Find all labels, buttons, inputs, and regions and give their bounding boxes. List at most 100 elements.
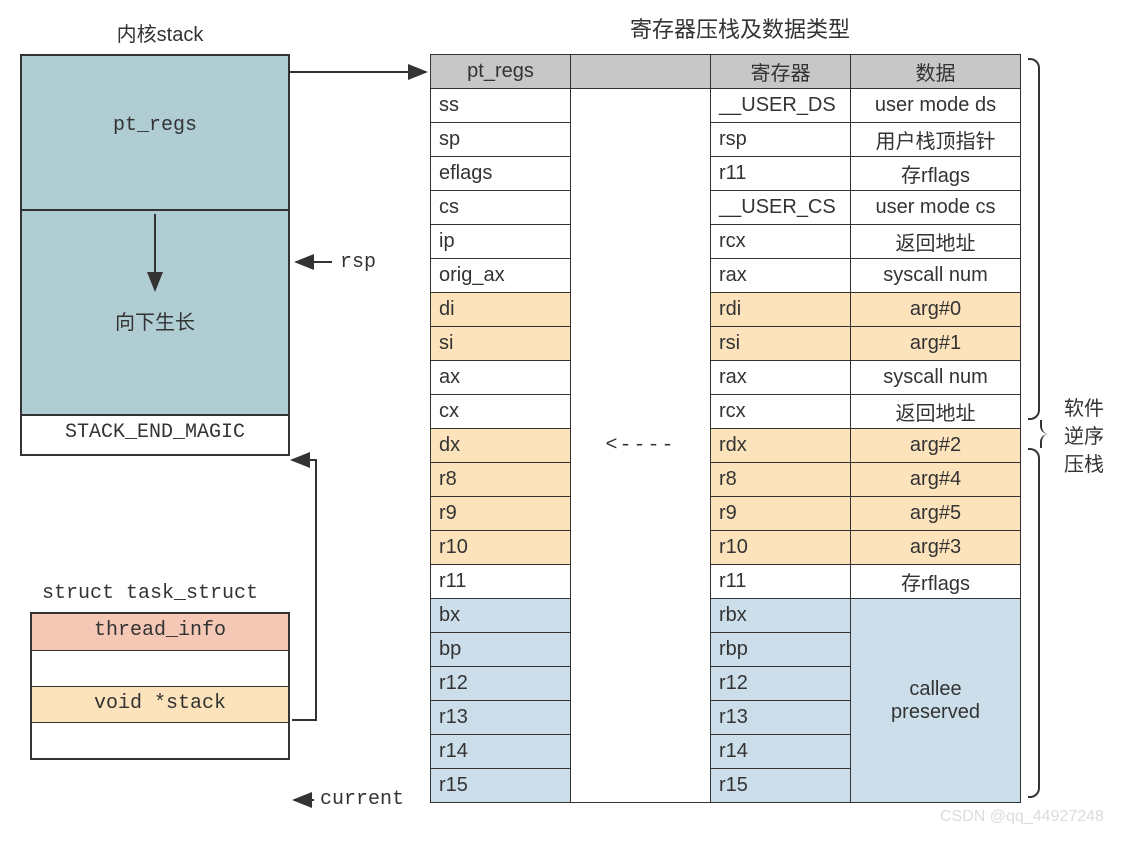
cell-ptregs: r13 — [431, 701, 571, 735]
side-label: 软件逆序压栈 — [1062, 395, 1106, 479]
task-row: thread_info — [32, 614, 288, 650]
brace-icon — [1028, 58, 1042, 798]
cell-register: rsi — [711, 327, 851, 361]
cell-data: user mode ds — [851, 89, 1021, 123]
cell-ptregs: ax — [431, 361, 571, 395]
cell-data: arg#2 — [851, 429, 1021, 463]
cell-register: r14 — [711, 735, 851, 769]
cell-register: __USER_DS — [711, 89, 851, 123]
cell-callee-preserved: callee preserved — [851, 599, 1021, 803]
cell-ptregs: r11 — [431, 565, 571, 599]
table-row: dx rdxarg#2 — [431, 429, 1021, 463]
cell-ptregs: r12 — [431, 667, 571, 701]
cell-ptregs: bx — [431, 599, 571, 633]
table-row: r9r9arg#5 — [431, 497, 1021, 531]
table-header — [571, 55, 711, 89]
cell-register: rdi — [711, 293, 851, 327]
cell-data: arg#5 — [851, 497, 1021, 531]
cell-register: rcx — [711, 225, 851, 259]
cell-data: syscall num — [851, 361, 1021, 395]
cell-register: r15 — [711, 769, 851, 803]
cell-ptregs: r9 — [431, 497, 571, 531]
cell-register: rax — [711, 259, 851, 293]
current-label: current — [320, 788, 404, 811]
cell-register: rbx — [711, 599, 851, 633]
task-struct-box: thread_infovoid *stack — [30, 612, 290, 760]
table-row: r11r11存rflags — [431, 565, 1021, 599]
cell-ptregs: ss — [431, 89, 571, 123]
cell-data: arg#1 — [851, 327, 1021, 361]
cell-ptregs: eflags — [431, 157, 571, 191]
cell-register: r11 — [711, 565, 851, 599]
table-row: r10r10arg#3 — [431, 531, 1021, 565]
cell-ptregs: bp — [431, 633, 571, 667]
arrow-voidstack — [292, 460, 316, 720]
cell-ptregs: r14 — [431, 735, 571, 769]
register-table: pt_regs寄存器数据ss<----__USER_DSuser mode ds… — [430, 54, 1021, 803]
cell-register: r13 — [711, 701, 851, 735]
table-row: bxrbxcallee preserved — [431, 599, 1021, 633]
cell-data: user mode cs — [851, 191, 1021, 225]
cell-register: rdx — [711, 429, 851, 463]
cell-data: 存rflags — [851, 157, 1021, 191]
cell-ptregs: sp — [431, 123, 571, 157]
watermark-text: CSDN @qq_44927248 — [940, 808, 1104, 826]
grow-down-label: 向下生长 — [115, 306, 195, 335]
cell-register: rsp — [711, 123, 851, 157]
register-table-title: 寄存器压栈及数据类型 — [590, 12, 890, 44]
cell-ptregs: orig_ax — [431, 259, 571, 293]
cell-arrow-col: <---- — [571, 89, 711, 803]
cell-register: r10 — [711, 531, 851, 565]
cell-ptregs: cx — [431, 395, 571, 429]
table-row: r8r8arg#4 — [431, 463, 1021, 497]
table-row: cx rcx返回地址 — [431, 395, 1021, 429]
cell-ptregs: r15 — [431, 769, 571, 803]
cell-data: arg#0 — [851, 293, 1021, 327]
ptregs-label: pt_regs — [113, 114, 197, 137]
table-row: orig_ax raxsyscall num — [431, 259, 1021, 293]
cell-register: r12 — [711, 667, 851, 701]
cell-register: __USER_CS — [711, 191, 851, 225]
cell-ptregs: ip — [431, 225, 571, 259]
table-row: ax raxsyscall num — [431, 361, 1021, 395]
kernel-stack-title: 内核stack — [100, 18, 220, 47]
cell-register: rbp — [711, 633, 851, 667]
rsp-label: rsp — [340, 251, 376, 274]
table-row: si rsiarg#1 — [431, 327, 1021, 361]
cell-register: r8 — [711, 463, 851, 497]
kernel-stack-box: pt_regs 向下生长 STACK_END_MAGIC — [20, 54, 290, 456]
table-row: ip rcx返回地址 — [431, 225, 1021, 259]
cell-data: arg#4 — [851, 463, 1021, 497]
table-row: ss<----__USER_DSuser mode ds — [431, 89, 1021, 123]
cell-data: 返回地址 — [851, 225, 1021, 259]
cell-data: 用户栈顶指针 — [851, 123, 1021, 157]
table-row: eflags r11存rflags — [431, 157, 1021, 191]
cell-ptregs: r8 — [431, 463, 571, 497]
cell-ptregs: dx — [431, 429, 571, 463]
cell-data: syscall num — [851, 259, 1021, 293]
table-row: sp rsp用户栈顶指针 — [431, 123, 1021, 157]
cell-ptregs: r10 — [431, 531, 571, 565]
cell-ptregs: si — [431, 327, 571, 361]
cell-register: r9 — [711, 497, 851, 531]
table-row: di rdiarg#0 — [431, 293, 1021, 327]
task-row: void *stack — [32, 686, 288, 722]
cell-data: arg#3 — [851, 531, 1021, 565]
task-row — [32, 650, 288, 686]
cell-register: r11 — [711, 157, 851, 191]
task-row — [32, 722, 288, 758]
cell-register: rax — [711, 361, 851, 395]
table-header: pt_regs — [431, 55, 571, 89]
cell-data: 存rflags — [851, 565, 1021, 599]
cell-data: 返回地址 — [851, 395, 1021, 429]
stack-end-magic: STACK_END_MAGIC — [22, 416, 288, 454]
cell-ptregs: cs — [431, 191, 571, 225]
cell-ptregs: di — [431, 293, 571, 327]
stack-section-grow: 向下生长 — [22, 211, 288, 416]
table-row: cs __USER_CSuser mode cs — [431, 191, 1021, 225]
table-header: 寄存器 — [711, 55, 851, 89]
stack-section-ptregs: pt_regs — [22, 56, 288, 211]
table-header: 数据 — [851, 55, 1021, 89]
task-struct-title: struct task_struct — [42, 582, 258, 605]
cell-register: rcx — [711, 395, 851, 429]
